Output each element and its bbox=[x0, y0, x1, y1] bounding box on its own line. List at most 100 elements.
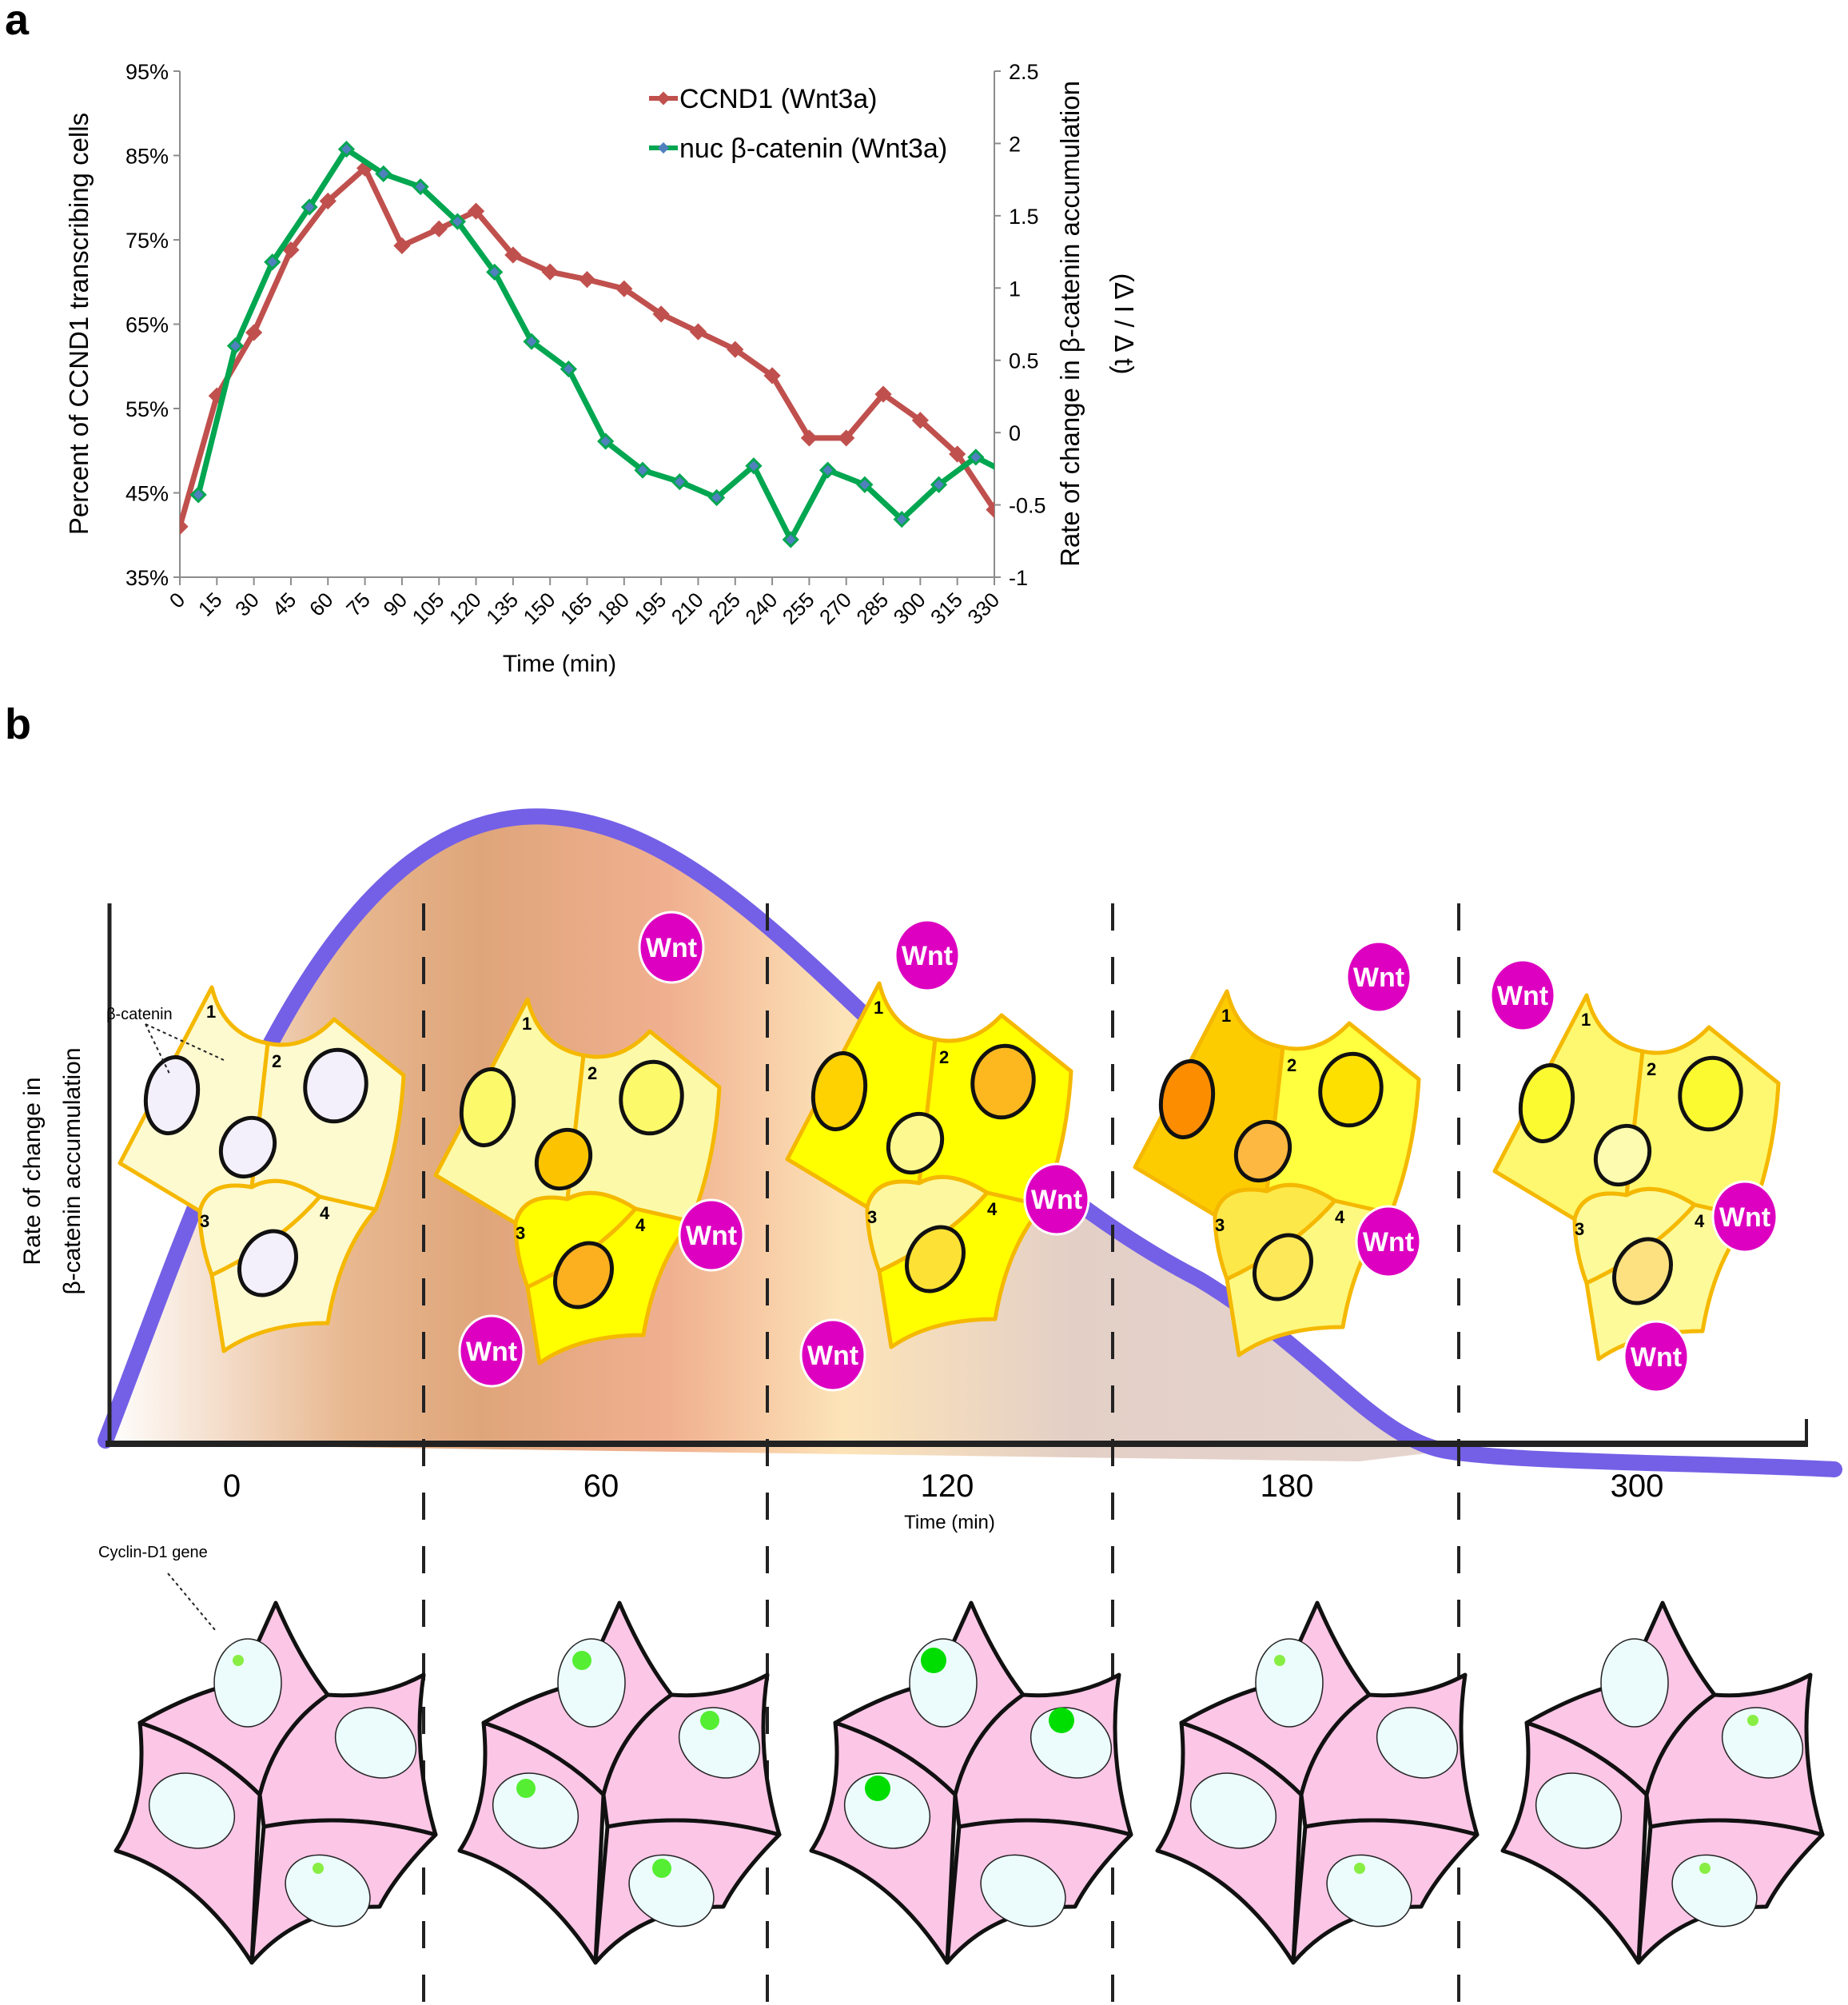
time-label-120: 120 bbox=[921, 1469, 974, 1504]
data-point bbox=[523, 333, 540, 350]
wnt-label: Wnt bbox=[1031, 1185, 1082, 1215]
cyclin-cell-group-60 bbox=[457, 1600, 782, 1965]
wnt-ligand: Wnt bbox=[799, 1318, 866, 1392]
cyclin-nucleus bbox=[557, 1638, 626, 1728]
cyclin-nucleus bbox=[628, 1854, 715, 1927]
y-axis-label-right: Rate of change in β-catenin accumulation bbox=[1055, 81, 1085, 567]
wnt-label: Wnt bbox=[466, 1337, 517, 1367]
cyclin-nucleus bbox=[1721, 1707, 1804, 1779]
panel-b-y-label-line2: β-catenin accumulation bbox=[59, 1047, 86, 1294]
cyclin-nucleus bbox=[213, 1638, 282, 1728]
data-point bbox=[911, 412, 929, 429]
wnt-circle bbox=[638, 911, 705, 984]
time-labels: 0 60 120 180 300 bbox=[223, 1469, 1664, 1504]
data-point bbox=[226, 337, 245, 355]
wnt-ligand: Wnt bbox=[1711, 1180, 1778, 1254]
cell-number: 1 bbox=[1221, 1006, 1231, 1026]
cyclin-nucleus bbox=[492, 1772, 579, 1849]
data-point bbox=[708, 488, 726, 507]
wnt-ligand: Wnt bbox=[678, 1198, 745, 1272]
nucleus bbox=[1612, 1237, 1673, 1305]
data-point bbox=[689, 323, 707, 341]
cyclin-nucleus bbox=[1326, 1854, 1412, 1927]
beta-catenin-annotation: β-catenin bbox=[106, 1006, 173, 1023]
cell-number: 3 bbox=[200, 1211, 209, 1231]
cyclin-d1-annotation: Cyclin-D1 gene bbox=[98, 1544, 208, 1561]
cell-number: 3 bbox=[867, 1207, 877, 1227]
cyclin-nucleus bbox=[1600, 1638, 1669, 1728]
cell-number: 2 bbox=[1647, 1059, 1656, 1079]
cyclin-nucleus bbox=[1376, 1707, 1459, 1779]
cell-number: 4 bbox=[320, 1203, 330, 1223]
cyclin-nucleus bbox=[980, 1854, 1066, 1927]
nucleus bbox=[218, 1115, 277, 1179]
nucleus bbox=[1233, 1119, 1292, 1183]
cyclin-nucleus bbox=[148, 1772, 236, 1849]
chart-a: 35%45%55%65%75%85%95%-1-0.500.511.522.50… bbox=[64, 60, 1139, 677]
cell-group-0: 1 2 3 4 bbox=[117, 985, 406, 1353]
wnt-ligand: Wnt bbox=[894, 919, 961, 992]
nucleus bbox=[970, 1043, 1036, 1120]
y-right-tick-label: 1.5 bbox=[1009, 205, 1039, 229]
y-left-tick-label: 55% bbox=[125, 397, 169, 421]
time-label-180: 180 bbox=[1261, 1469, 1314, 1504]
wnt-ligands: Wnt Wnt Wnt Wnt Wnt Wnt Wnt Wnt Wnt Wnt Wnt bbox=[458, 911, 1778, 1393]
wnt-ligand: Wnt bbox=[1355, 1205, 1422, 1278]
data-point bbox=[430, 220, 448, 237]
nucleus bbox=[534, 1127, 593, 1191]
cell-number: 2 bbox=[939, 1047, 949, 1067]
data-point bbox=[745, 457, 763, 475]
data-point bbox=[782, 531, 799, 548]
data-point bbox=[319, 192, 337, 210]
data-point bbox=[301, 198, 318, 216]
wnt-label: Wnt bbox=[646, 933, 697, 963]
legend-label-beta-catenin: nuc β-catenin (Wnt3a) bbox=[679, 134, 947, 164]
legend: CCND1 (Wnt3a) nuc β-catenin (Wnt3a) bbox=[649, 84, 947, 164]
wnt-ligand: Wnt bbox=[458, 1314, 525, 1388]
data-point bbox=[874, 385, 892, 403]
y-left-tick-label: 95% bbox=[125, 60, 169, 84]
data-point bbox=[393, 237, 411, 254]
y-left-tick-label: 65% bbox=[125, 313, 169, 337]
cyclin-d1-gene-dot bbox=[516, 1779, 536, 1798]
data-point bbox=[264, 253, 281, 271]
data-point bbox=[671, 473, 688, 491]
cell-number: 2 bbox=[1287, 1055, 1296, 1075]
x-axis-label: Time (min) bbox=[503, 651, 616, 677]
nucleus bbox=[143, 1054, 201, 1136]
series-ccnd1 bbox=[180, 159, 994, 536]
cyclin-d1-gene-dot bbox=[572, 1651, 591, 1670]
data-point bbox=[838, 429, 855, 447]
y-right-tick-label: 0 bbox=[1009, 421, 1021, 445]
nucleus bbox=[886, 1111, 945, 1175]
nucleus bbox=[905, 1225, 966, 1293]
wnt-label: Wnt bbox=[686, 1221, 737, 1251]
cyclin-d1-gene-dot bbox=[1274, 1655, 1285, 1666]
wnt-circle bbox=[894, 919, 961, 992]
time-label-0: 0 bbox=[223, 1469, 241, 1504]
data-point bbox=[541, 263, 559, 281]
cell-number: 1 bbox=[1581, 1010, 1591, 1030]
y-right-tick-label: 2.5 bbox=[1009, 60, 1039, 84]
cyclin-cell-groups bbox=[114, 1600, 1825, 1965]
data-point bbox=[486, 263, 504, 281]
data-point bbox=[337, 141, 356, 158]
wnt-label: Wnt bbox=[1719, 1202, 1770, 1233]
cell-group-300: 1 2 3 4 bbox=[1492, 993, 1781, 1361]
nucleus bbox=[810, 1050, 868, 1132]
cyclin-cell-group-180 bbox=[1155, 1600, 1480, 1965]
cell-number: 3 bbox=[1575, 1219, 1584, 1239]
cyclin-d1-gene-dot bbox=[865, 1776, 890, 1801]
data-point bbox=[282, 241, 300, 259]
cyclin-cell-group-300 bbox=[1500, 1600, 1825, 1965]
cell-number: 4 bbox=[1695, 1211, 1705, 1231]
wnt-ligand: Wnt bbox=[1345, 940, 1412, 1014]
nucleus bbox=[1593, 1123, 1652, 1187]
data-point bbox=[634, 461, 651, 479]
data-point bbox=[189, 486, 207, 504]
beta-catenin-pointer bbox=[145, 1023, 225, 1076]
panel-b-y-label-line1: Rate of change in bbox=[19, 1077, 46, 1265]
wnt-circle bbox=[1711, 1180, 1778, 1254]
cell-number: 3 bbox=[516, 1223, 525, 1243]
